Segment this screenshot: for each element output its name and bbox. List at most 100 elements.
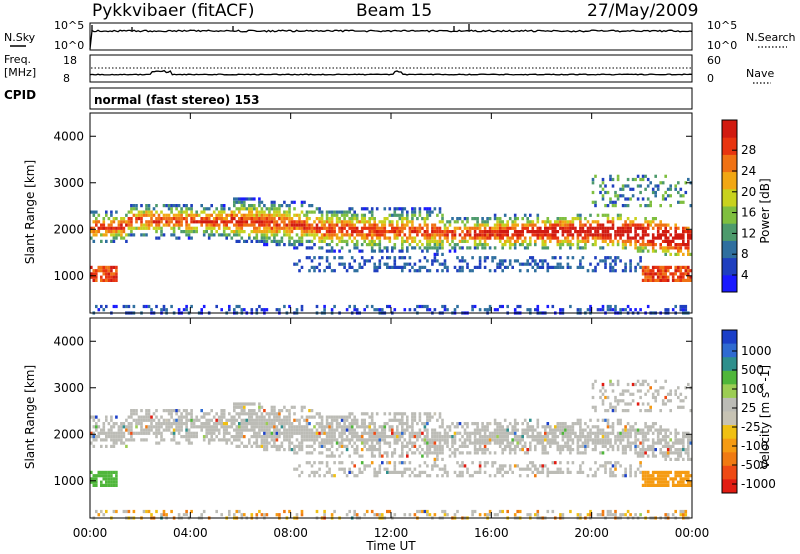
velocity-cell bbox=[350, 425, 354, 429]
velocity-cell bbox=[280, 425, 284, 429]
power-cell bbox=[170, 304, 173, 309]
velocity-cell bbox=[556, 441, 560, 445]
power-cell bbox=[654, 194, 657, 198]
power-cell bbox=[616, 239, 620, 243]
power-cell bbox=[629, 269, 632, 273]
velocity-cell bbox=[122, 435, 126, 439]
power-cell bbox=[205, 230, 208, 234]
power-cell bbox=[441, 269, 444, 273]
velocity-cell bbox=[411, 451, 414, 455]
velocity-cell bbox=[508, 467, 512, 471]
velocity-cell bbox=[513, 418, 517, 422]
power-cell bbox=[180, 213, 183, 217]
velocity-cell bbox=[338, 461, 341, 465]
power-cell bbox=[283, 230, 286, 234]
velocity-cell bbox=[245, 444, 249, 448]
velocity-cell bbox=[654, 389, 657, 393]
power-cell bbox=[654, 190, 657, 195]
power-cell bbox=[666, 236, 670, 240]
power-cell bbox=[446, 308, 449, 312]
power-cell bbox=[641, 265, 645, 269]
power-cell bbox=[586, 308, 590, 312]
power-cell bbox=[122, 220, 126, 224]
velocity-cell bbox=[207, 431, 211, 435]
velocity-cell bbox=[383, 422, 387, 426]
power-cell bbox=[586, 220, 590, 224]
velocity-cell bbox=[130, 425, 133, 429]
velocity-cell bbox=[428, 451, 432, 455]
power-cell bbox=[268, 210, 271, 214]
power-cell bbox=[559, 217, 562, 221]
velocity-cell bbox=[579, 418, 582, 422]
power-cell bbox=[105, 230, 108, 234]
velocity-cell bbox=[564, 425, 567, 429]
velocity-cell bbox=[381, 425, 384, 429]
power-cell bbox=[320, 223, 324, 227]
velocity-cell bbox=[283, 448, 286, 452]
velocity-cell bbox=[591, 441, 595, 445]
velocity-cell bbox=[360, 441, 364, 445]
velocity-cell bbox=[170, 412, 173, 416]
velocity-cell bbox=[207, 418, 211, 422]
power-cell bbox=[621, 226, 625, 230]
velocity-cell bbox=[438, 444, 442, 448]
power-cell bbox=[576, 236, 580, 240]
velocity-cell bbox=[614, 441, 617, 445]
power-cell bbox=[579, 308, 582, 312]
power-cell bbox=[609, 226, 612, 230]
velocity-cell bbox=[185, 435, 188, 439]
velocity-cell bbox=[120, 422, 123, 426]
velocity-cell bbox=[345, 425, 349, 429]
velocity-cell bbox=[428, 412, 432, 416]
power-cell bbox=[157, 236, 161, 240]
velocity-cell bbox=[308, 428, 311, 432]
velocity-cell bbox=[589, 428, 592, 432]
velocity-cell bbox=[478, 464, 482, 468]
velocity-cell bbox=[411, 435, 414, 439]
power-cell bbox=[95, 217, 98, 221]
power-cell bbox=[170, 233, 173, 237]
power-cell bbox=[250, 197, 254, 201]
velocity-cell bbox=[95, 474, 98, 478]
power-cell bbox=[222, 226, 226, 230]
velocity-cell bbox=[275, 425, 279, 429]
power-cell bbox=[207, 207, 211, 211]
velocity-cell bbox=[659, 438, 662, 442]
power-cell bbox=[167, 213, 171, 217]
velocity-cell bbox=[491, 461, 494, 465]
power-cell bbox=[293, 200, 296, 204]
power-cell bbox=[466, 233, 469, 237]
power-cell bbox=[644, 246, 647, 250]
power-cell bbox=[107, 230, 111, 234]
power-cell bbox=[609, 304, 612, 309]
power-cell bbox=[353, 246, 356, 250]
velocity-cell bbox=[639, 428, 642, 432]
velocity-cell bbox=[503, 435, 507, 439]
power-cell bbox=[566, 220, 570, 224]
velocity-cell bbox=[330, 441, 334, 445]
velocity-cell bbox=[526, 513, 529, 517]
power-cell bbox=[684, 272, 688, 276]
velocity-cell bbox=[258, 405, 261, 409]
velocity-cell bbox=[343, 425, 346, 429]
velocity-cell bbox=[265, 422, 269, 426]
velocity-cell bbox=[679, 392, 683, 396]
velocity-cell bbox=[503, 438, 507, 442]
velocity-cell bbox=[433, 461, 437, 465]
velocity-cell bbox=[411, 418, 414, 422]
power-cell bbox=[315, 217, 319, 221]
power-cell bbox=[278, 230, 281, 234]
velocity-cell bbox=[333, 418, 336, 422]
velocity-cell bbox=[639, 513, 642, 517]
power-cell bbox=[609, 269, 612, 273]
power-cell bbox=[340, 230, 344, 234]
velocity-cell bbox=[521, 467, 524, 471]
power-cell bbox=[396, 265, 399, 269]
power-cell bbox=[386, 265, 389, 269]
power-cell bbox=[233, 200, 236, 204]
power-cell bbox=[536, 217, 540, 221]
power-cell bbox=[110, 230, 113, 234]
velocity-cell bbox=[288, 409, 291, 413]
power-cell bbox=[403, 308, 407, 312]
power-cell bbox=[513, 233, 517, 237]
